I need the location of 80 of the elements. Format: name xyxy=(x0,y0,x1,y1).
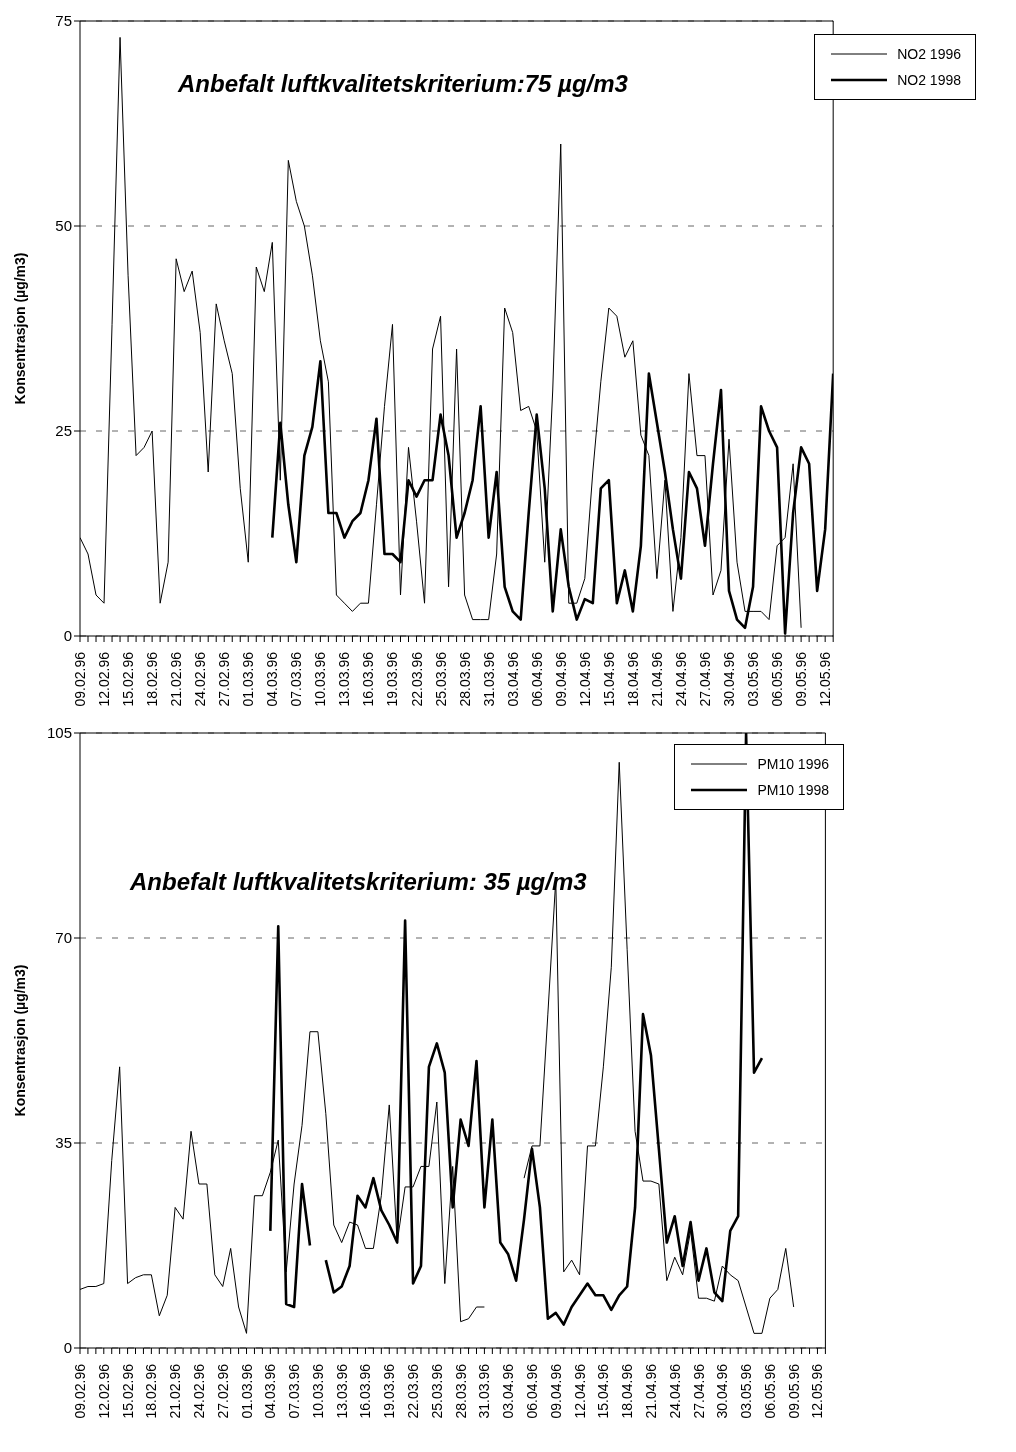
x-tick-label: 27.04.96 xyxy=(690,1363,707,1419)
x-tick-label: 19.03.96 xyxy=(384,651,401,707)
x-tick-label: 03.05.96 xyxy=(738,1363,755,1419)
x-tick-label: 27.04.96 xyxy=(696,651,713,707)
x-tick-label: 09.04.96 xyxy=(552,651,569,707)
y-tick-label: 0 xyxy=(63,627,72,645)
annotation: Anbefalt luftkvalitetskriterium: 35 µg/m3 xyxy=(130,868,587,896)
x-tick-label: 28.03.96 xyxy=(452,1363,469,1419)
y-axis-title: Konsentrasjon (µg/m3) xyxy=(11,964,28,1117)
x-tick-label: 12.04.96 xyxy=(576,651,593,707)
y-tick-label: 35 xyxy=(55,1134,72,1152)
x-tick-label: 12.05.96 xyxy=(817,651,834,707)
x-tick-label: 13.03.96 xyxy=(336,651,353,707)
x-tick-label: 07.03.96 xyxy=(288,651,305,707)
x-tick-label: 10.03.96 xyxy=(312,651,329,707)
x-tick-label: 01.03.96 xyxy=(240,651,257,707)
x-tick-label: 21.04.96 xyxy=(642,1363,659,1419)
x-tick-label: 28.03.96 xyxy=(456,651,473,707)
x-tick-label: 09.02.96 xyxy=(72,1363,88,1419)
x-tick-label: 03.04.96 xyxy=(500,1363,517,1419)
x-tick-label: 12.02.96 xyxy=(96,651,113,707)
x-tick-label: 03.04.96 xyxy=(504,651,521,707)
x-tick-label: 13.03.96 xyxy=(333,1363,350,1419)
x-tick-label: 25.03.96 xyxy=(432,651,449,707)
annotation: Anbefalt luftkvalitetskriterium:75 µg/m3 xyxy=(178,70,628,98)
y-tick-label: 75 xyxy=(55,12,72,30)
y-tick-label: 70 xyxy=(55,929,72,947)
y-tick-label: 25 xyxy=(55,422,72,440)
x-tick-label: 18.04.96 xyxy=(624,651,641,707)
x-tick-label: 27.02.96 xyxy=(214,1363,231,1419)
x-tick-label: 16.03.96 xyxy=(357,1363,374,1419)
x-tick-label: 31.03.96 xyxy=(480,651,497,707)
x-tick-label: 18.02.96 xyxy=(143,1363,160,1419)
legend-label: NO2 1996 xyxy=(897,46,961,62)
x-tick-label: 31.03.96 xyxy=(476,1363,493,1419)
x-tick-label: 09.02.96 xyxy=(72,651,88,707)
x-tick-label: 06.04.96 xyxy=(523,1363,540,1419)
x-tick-label: 09.04.96 xyxy=(547,1363,564,1419)
y-tick-label: 105 xyxy=(46,724,72,742)
x-tick-label: 06.05.96 xyxy=(769,651,786,707)
x-tick-label: 12.05.96 xyxy=(809,1363,826,1419)
x-tick-label: 12.04.96 xyxy=(571,1363,588,1419)
x-tick-label: 15.04.96 xyxy=(595,1363,612,1419)
x-tick-label: 09.05.96 xyxy=(793,651,810,707)
x-tick-label: 22.03.96 xyxy=(405,1363,422,1419)
x-tick-label: 24.02.96 xyxy=(190,1363,207,1419)
x-tick-label: 06.04.96 xyxy=(528,651,545,707)
x-tick-label: 24.02.96 xyxy=(192,651,209,707)
x-tick-label: 18.02.96 xyxy=(144,651,161,707)
legend-label: PM10 1998 xyxy=(757,782,829,798)
x-tick-label: 03.05.96 xyxy=(745,651,762,707)
x-tick-label: 21.02.96 xyxy=(168,651,185,707)
x-tick-label: 16.03.96 xyxy=(360,651,377,707)
x-tick-label: 21.02.96 xyxy=(167,1363,184,1419)
x-tick-label: 12.02.96 xyxy=(95,1363,112,1419)
x-tick-label: 10.03.96 xyxy=(309,1363,326,1419)
x-tick-label: 15.04.96 xyxy=(600,651,617,707)
x-tick-label: 24.04.96 xyxy=(672,651,689,707)
legend-label: NO2 1998 xyxy=(897,72,961,88)
x-tick-label: 24.04.96 xyxy=(666,1363,683,1419)
x-tick-label: 19.03.96 xyxy=(381,1363,398,1419)
y-tick-label: 0 xyxy=(63,1339,72,1357)
x-tick-label: 18.04.96 xyxy=(619,1363,636,1419)
y-tick-label: 50 xyxy=(55,217,72,235)
x-tick-label: 25.03.96 xyxy=(428,1363,445,1419)
x-tick-label: 15.02.96 xyxy=(120,651,137,707)
x-tick-label: 27.02.96 xyxy=(216,651,233,707)
x-tick-label: 06.05.96 xyxy=(761,1363,778,1419)
x-tick-label: 30.04.96 xyxy=(714,1363,731,1419)
x-tick-label: 30.04.96 xyxy=(721,651,738,707)
x-tick-label: 04.03.96 xyxy=(264,651,281,707)
x-tick-label: 21.04.96 xyxy=(648,651,665,707)
legend-label: PM10 1996 xyxy=(757,756,829,772)
x-tick-label: 09.05.96 xyxy=(785,1363,802,1419)
x-tick-label: 07.03.96 xyxy=(286,1363,303,1419)
x-tick-label: 15.02.96 xyxy=(119,1363,136,1419)
x-tick-label: 01.03.96 xyxy=(238,1363,255,1419)
y-axis-title: Konsentrasjon (µg/m3) xyxy=(11,252,28,405)
x-tick-label: 22.03.96 xyxy=(408,651,425,707)
x-tick-label: 04.03.96 xyxy=(262,1363,279,1419)
